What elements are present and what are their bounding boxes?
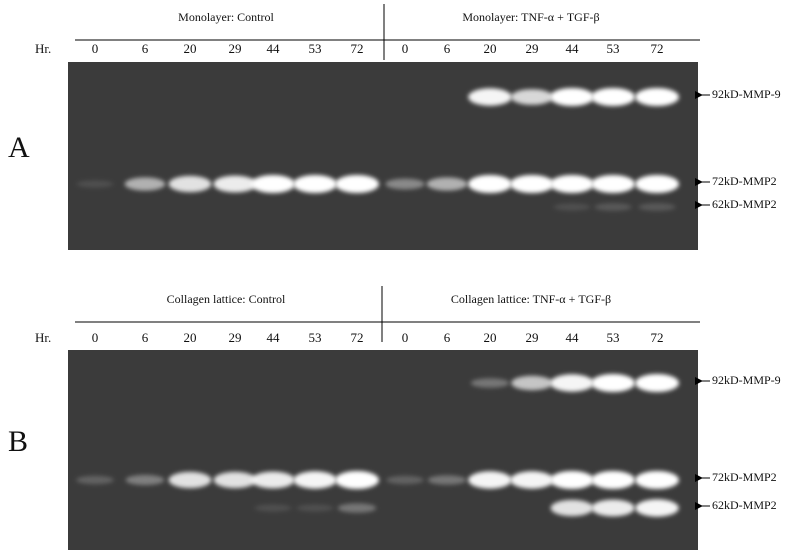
band [550, 471, 594, 489]
hour: 72 [651, 41, 664, 56]
hour: 6 [142, 330, 149, 345]
band [510, 89, 554, 105]
hour: 29 [526, 330, 539, 345]
hour: 20 [184, 330, 197, 345]
hour: 53 [309, 330, 322, 345]
hour: 20 [484, 41, 497, 56]
band [591, 499, 635, 517]
hour: 72 [351, 41, 364, 56]
band [254, 504, 292, 512]
band-label: 72kD-MMP2 [712, 470, 777, 484]
band [591, 471, 635, 489]
hour: 0 [402, 330, 409, 345]
band [550, 175, 594, 193]
hour-label: Hr. [35, 41, 51, 56]
band [510, 471, 554, 489]
band-label: 92kD-MMP-9 [712, 87, 781, 101]
hour: 29 [229, 41, 242, 56]
band [468, 471, 512, 489]
band-label: 72kD-MMP2 [712, 174, 777, 188]
hour: 29 [229, 330, 242, 345]
group-title: Monolayer: Control [178, 10, 274, 24]
band [550, 88, 594, 106]
band [635, 175, 679, 193]
band [125, 474, 165, 486]
band [385, 178, 425, 190]
band [511, 375, 553, 391]
hour: 44 [566, 330, 580, 345]
hour: 20 [184, 41, 197, 56]
group-title: Monolayer: TNF-α + TGF-β [462, 10, 599, 24]
hour: 72 [351, 330, 364, 345]
band [635, 471, 679, 489]
band [635, 374, 679, 392]
panel-label: A [8, 131, 30, 164]
band [293, 175, 337, 193]
band [293, 471, 337, 489]
band [427, 475, 467, 485]
band [335, 471, 379, 489]
hour: 6 [444, 41, 451, 56]
hour: 44 [566, 41, 580, 56]
hour: 0 [402, 41, 409, 56]
band [468, 88, 512, 106]
hour: 44 [267, 330, 281, 345]
band [553, 203, 591, 211]
hour: 53 [607, 41, 620, 56]
hour: 72 [651, 330, 664, 345]
band [591, 175, 635, 193]
hour-label: Hr. [35, 330, 51, 345]
hour: 44 [267, 41, 281, 56]
hour: 0 [92, 41, 99, 56]
hour: 53 [309, 41, 322, 56]
band [251, 175, 295, 193]
hour: 53 [607, 330, 620, 345]
band [594, 203, 632, 211]
band [76, 475, 114, 485]
panel-label: B [8, 425, 28, 458]
band [635, 499, 679, 517]
band [124, 177, 166, 191]
group-title: Collagen lattice: Control [167, 292, 286, 306]
band [638, 203, 676, 211]
band [296, 504, 334, 512]
band-label: 62kD-MMP2 [712, 197, 777, 211]
band [386, 475, 424, 485]
band [468, 175, 512, 193]
band [335, 175, 379, 193]
band [550, 374, 594, 392]
band [591, 88, 635, 106]
hour: 0 [92, 330, 99, 345]
band [76, 180, 114, 188]
hour: 20 [484, 330, 497, 345]
hour: 6 [444, 330, 451, 345]
band [213, 175, 257, 193]
band-label: 92kD-MMP-9 [712, 373, 781, 387]
band [591, 374, 635, 392]
band [426, 177, 468, 191]
band [213, 471, 257, 489]
band [510, 175, 554, 193]
band [168, 471, 212, 489]
band [337, 503, 377, 513]
band [251, 471, 295, 489]
hour: 29 [526, 41, 539, 56]
band-label: 62kD-MMP2 [712, 498, 777, 512]
hour: 6 [142, 41, 149, 56]
band [550, 499, 594, 517]
band [470, 378, 510, 388]
group-title: Collagen lattice: TNF-α + TGF-β [451, 292, 611, 306]
band [635, 88, 679, 106]
band [168, 175, 212, 193]
